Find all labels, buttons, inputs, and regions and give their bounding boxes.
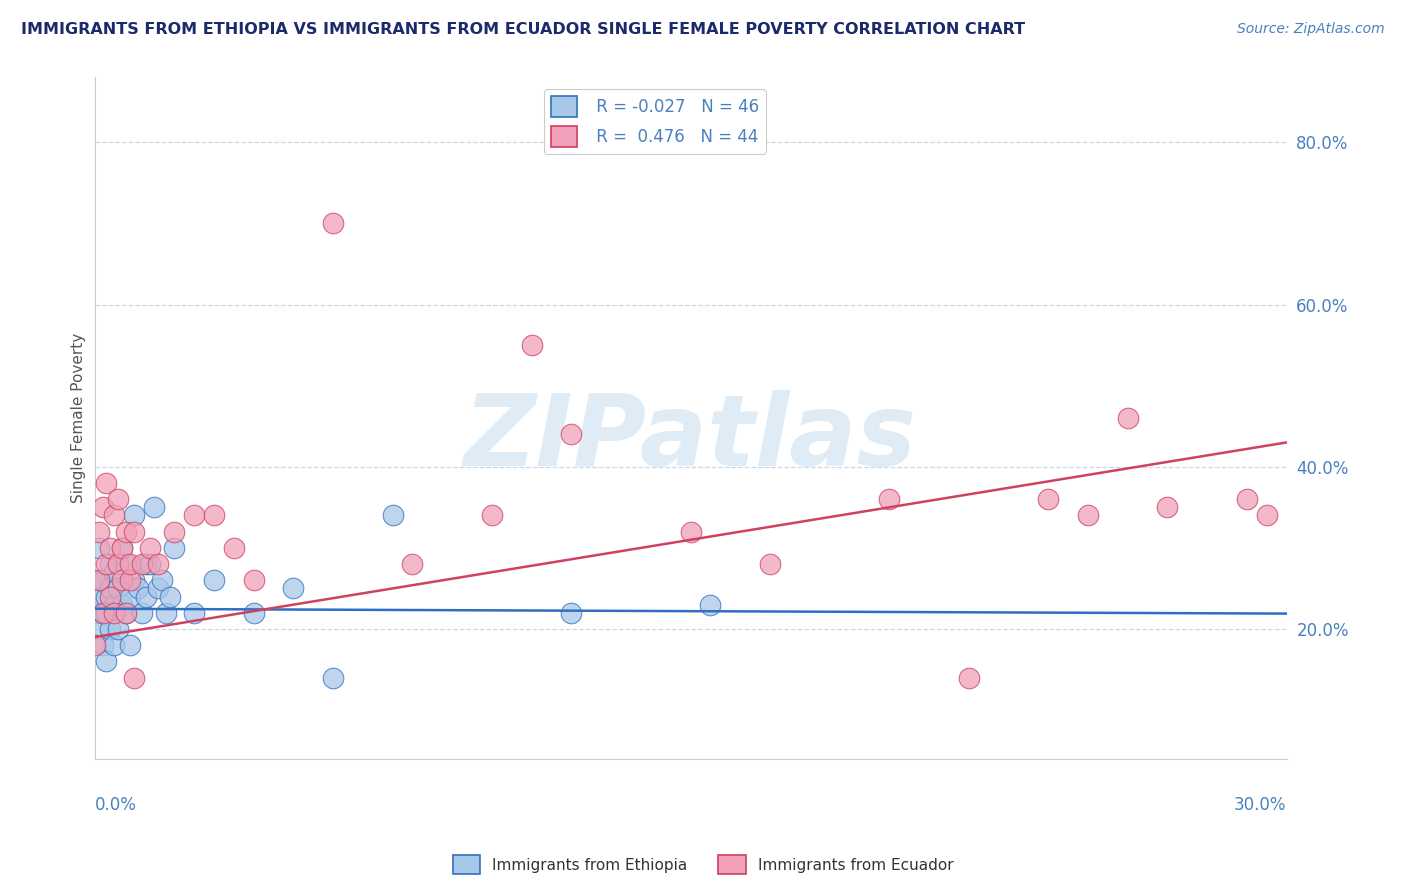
Point [103,566,125,580]
Point [115,557,138,571]
Point [91,500,114,515]
Point [679,524,702,539]
Point [1077,508,1099,523]
Point [1116,411,1139,425]
Point [87,574,110,588]
Point [183,606,205,620]
Point [103,598,125,612]
Point [242,574,264,588]
Point [111,541,134,555]
Point [124,671,146,685]
Point [124,508,146,523]
Point [91,606,114,620]
Point [100,590,122,604]
Point [699,598,721,612]
Point [143,500,166,515]
Point [107,492,129,507]
Point [83,606,105,620]
Point [202,574,225,588]
Point [103,508,125,523]
Text: IMMIGRANTS FROM ETHIOPIA VS IMMIGRANTS FROM ECUADOR SINGLE FEMALE POVERTY CORREL: IMMIGRANTS FROM ETHIOPIA VS IMMIGRANTS F… [21,22,1025,37]
Point [146,582,169,596]
Point [124,524,146,539]
Point [401,557,423,571]
Point [202,508,225,523]
Point [91,606,114,620]
Point [322,671,344,685]
Point [96,590,118,604]
Point [87,574,110,588]
Point [115,606,138,620]
Point [159,590,181,604]
Point [111,574,134,588]
Text: Source: ZipAtlas.com: Source: ZipAtlas.com [1237,22,1385,37]
Point [100,557,122,571]
Point [96,557,118,571]
Point [139,557,162,571]
Point [481,508,503,523]
Point [957,671,980,685]
Point [139,541,162,555]
Point [1236,492,1258,507]
Point [120,590,142,604]
Point [163,524,186,539]
Point [120,557,142,571]
Point [87,622,110,636]
Point [124,574,146,588]
Point [163,541,186,555]
Point [115,524,138,539]
Point [120,574,142,588]
Point [127,582,149,596]
Point [146,557,169,571]
Point [242,606,264,620]
Point [120,638,142,652]
Point [87,524,110,539]
Point [520,338,543,352]
Point [381,508,404,523]
Point [283,582,305,596]
Point [100,582,122,596]
Point [103,638,125,652]
Point [96,606,118,620]
Point [560,606,582,620]
Point [83,638,105,652]
Point [131,606,153,620]
Point [100,622,122,636]
Point [111,598,134,612]
Point [183,508,205,523]
Point [115,606,138,620]
Point [91,574,114,588]
Point [96,475,118,490]
Text: 30.0%: 30.0% [1234,797,1286,814]
Point [87,541,110,555]
Point [560,427,582,442]
Text: ZIPatlas: ZIPatlas [464,390,917,487]
Point [1038,492,1060,507]
Point [322,216,344,230]
Legend: Immigrants from Ethiopia, Immigrants from Ecuador: Immigrants from Ethiopia, Immigrants fro… [447,849,959,880]
Text: 0.0%: 0.0% [94,797,136,814]
Point [111,541,134,555]
Point [135,557,157,571]
Point [131,557,153,571]
Point [91,638,114,652]
Point [1256,508,1278,523]
Point [96,655,118,669]
Y-axis label: Single Female Poverty: Single Female Poverty [72,333,86,503]
Legend:  R = -0.027   N = 46,  R =  0.476   N = 44: R = -0.027 N = 46, R = 0.476 N = 44 [544,89,765,153]
Point [155,606,177,620]
Point [107,582,129,596]
Point [877,492,900,507]
Point [150,574,173,588]
Point [759,557,782,571]
Point [1156,500,1178,515]
Point [87,590,110,604]
Point [222,541,245,555]
Point [107,622,129,636]
Point [107,557,129,571]
Point [100,541,122,555]
Point [103,606,125,620]
Point [135,590,157,604]
